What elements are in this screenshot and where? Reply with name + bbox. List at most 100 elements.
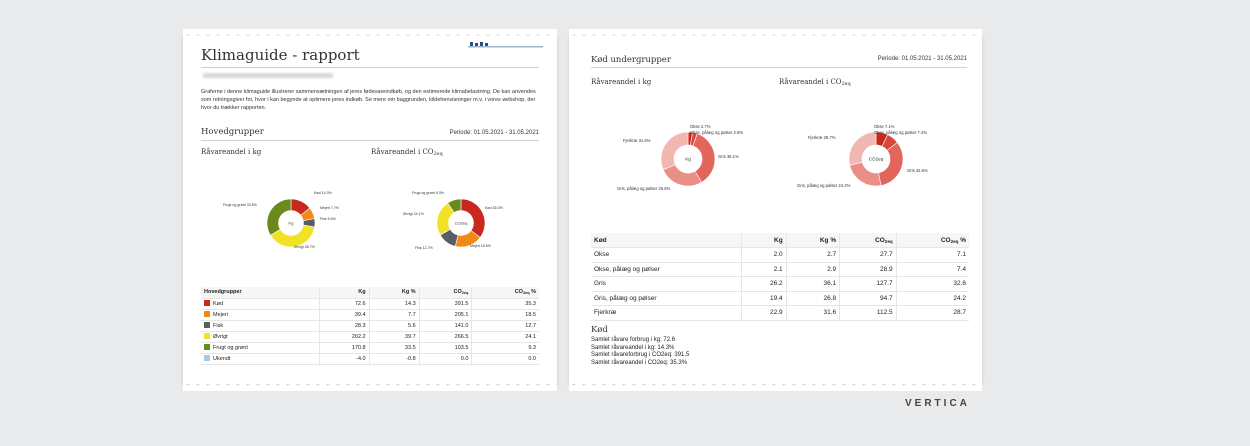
cell-kg: 39.4 xyxy=(318,309,370,321)
torn-edge-top xyxy=(183,29,557,37)
row-name-cell: Frugt og grønt xyxy=(201,342,319,354)
table-row: Okse, pålæg og pølser 2.1 2.9 28.9 7.4 xyxy=(591,262,969,277)
title-divider xyxy=(591,67,967,68)
cell-kg: 72.6 xyxy=(318,298,370,310)
label-gris: Gris 36.1% xyxy=(718,154,739,159)
cell-kg: 28.3 xyxy=(318,320,370,332)
cell-co2: 27.7 xyxy=(839,247,897,263)
donut-slice-frugt-og-grønt xyxy=(447,198,462,214)
cell-kgp: 7.7 xyxy=(368,309,420,321)
label-ovrigt: Øvrigt 38.7% xyxy=(294,245,315,249)
table-row: Fisk 28.3 5.6 141.0 12.7 xyxy=(201,320,539,332)
cell-kgp: 36.1 xyxy=(785,276,840,292)
summary-line: Samlet råvare forbrug i kg: 72.6 xyxy=(591,337,676,343)
col-header: Kg xyxy=(740,233,787,248)
summary-title: Kød xyxy=(591,325,608,335)
table-header-row: Hovedgrupper Kg Kg % CO2eq CO2eq % xyxy=(201,287,539,299)
chart-co2-title: Råvareandel i CO2eq xyxy=(371,148,443,157)
label-co2-mejeri: Mejeri 18.5% xyxy=(470,244,491,248)
brand-logo-graphic xyxy=(468,42,543,48)
row-name-cell: Okse xyxy=(591,247,741,263)
label-co2-okse: Okse 7.1% xyxy=(874,124,895,129)
label-fisk: Fisk 5.6% xyxy=(320,217,336,221)
cell-kgp: 2.7 xyxy=(785,247,840,263)
cell-kgp: 33.5 xyxy=(368,342,420,354)
col-header: Kg xyxy=(318,287,370,299)
legend-swatch xyxy=(204,311,210,317)
cell-co2p: 28.7 xyxy=(895,305,969,321)
vertica-logo: VERTICA xyxy=(905,398,970,409)
row-name-cell: Øvrigt xyxy=(201,331,319,343)
label-gris-paalaeg: Gris, pålæg og pølser 26.8% xyxy=(617,186,671,191)
period-label: Periode: 01.05.2021 - 31.05.2021 xyxy=(449,130,539,136)
legend-swatch xyxy=(204,322,210,328)
blurred-customer-name xyxy=(203,73,333,78)
cell-kgp: 26.8 xyxy=(785,291,840,306)
table-row: Frugt og grønt 170.8 33.5 103.5 9.3 xyxy=(201,342,539,354)
chart-kg-title: Råvareandel i kg xyxy=(591,78,652,86)
cell-co2p: 35.3 xyxy=(471,298,539,310)
brand-logo xyxy=(468,36,543,48)
cell-co2p: 12.7 xyxy=(471,320,539,332)
label-okse: Okse 2.7% xyxy=(690,124,711,129)
cell-kg: 202.2 xyxy=(318,331,370,343)
page-title: Kød undergrupper xyxy=(591,55,671,65)
label-mejeri: Mejeri 7.7% xyxy=(320,206,339,210)
donut-center-label: Kg xyxy=(289,221,294,226)
chart-co2-title-sub: 2eq xyxy=(841,81,851,87)
table-row: Mejeri 39.4 7.7 205.1 18.5 xyxy=(201,309,539,321)
cell-kgp: 14.3 xyxy=(368,298,420,310)
cell-co2p: 24.2 xyxy=(895,291,969,306)
row-name: Fjerkræ xyxy=(594,309,617,317)
row-name: Gris xyxy=(594,280,606,288)
chart-co2-title-main: Råvareandel i CO xyxy=(371,148,434,156)
col-header: Kg % xyxy=(368,287,420,299)
donut-slice-frugt-og-grønt xyxy=(266,198,292,236)
cell-kg: 19.4 xyxy=(740,291,787,306)
row-name: Mejeri xyxy=(213,312,228,318)
main-groups-table: Hovedgrupper Kg Kg % CO2eq CO2eq % Kød 72… xyxy=(201,287,539,365)
chart-co2-title-main: Råvareandel i CO xyxy=(779,78,842,86)
legend-swatch xyxy=(204,355,210,361)
col-header: Hovedgrupper xyxy=(201,287,319,299)
row-name: Kød xyxy=(213,301,224,307)
row-name-cell: Fisk xyxy=(201,320,319,332)
cell-kgp: 39.7 xyxy=(368,331,420,343)
legend-swatch xyxy=(204,300,210,306)
cell-co2p: 0.0 xyxy=(471,353,539,365)
summary-line: Samlet råvareandel i kg: 14.3% xyxy=(591,344,675,351)
period-label: Periode: 01.05.2021 - 31.05.2021 xyxy=(877,56,967,62)
summary-list: Samlet råvare forbrug i kg: 72.6 Samlet … xyxy=(591,337,689,367)
donut-slice-gris-pålæg-og-pølser xyxy=(662,164,702,187)
cell-co2p: 7.4 xyxy=(895,262,969,277)
torn-edge-bottom xyxy=(183,383,557,391)
cell-kgp: 31.6 xyxy=(785,305,840,321)
donut-center-label: CO2eq xyxy=(869,157,884,162)
cell-kgp: 5.6 xyxy=(368,320,420,332)
donut-slice-fjerkræ xyxy=(848,131,877,166)
donut-chart-kod-co2: CO2eq xyxy=(848,131,904,187)
cell-co2: 127.7 xyxy=(839,276,897,292)
cell-kg: 22.9 xyxy=(740,305,787,321)
row-name-cell: Okse, pålæg og pølser xyxy=(591,262,741,277)
label-co2-fisk: Fisk 12.7% xyxy=(415,246,433,250)
row-name-cell: Ukendt xyxy=(201,353,319,365)
donut-slice-gris xyxy=(878,142,904,186)
table-row: Fjerkræ 22.9 31.6 112.5 28.7 xyxy=(591,305,969,321)
col-header: Kød xyxy=(591,233,741,248)
chart-kg-title: Råvareandel i kg xyxy=(201,148,262,156)
cell-co2: 266.5 xyxy=(418,331,472,343)
donut-slice-gris-pålæg-og-pølser xyxy=(849,161,882,187)
cell-co2: 205.1 xyxy=(418,309,472,321)
row-name: Fisk xyxy=(213,323,224,329)
label-fjerkrae: Fjerkræ 31.6% xyxy=(623,138,651,143)
cell-co2p: 9.3 xyxy=(471,342,539,354)
cell-kg: 2.1 xyxy=(740,262,787,277)
donut-chart-kod-kg: Kg xyxy=(660,131,716,187)
row-name-cell: Kød xyxy=(201,298,319,310)
legend-swatch xyxy=(204,333,210,339)
intro-text: Graferne i denne klimaguide illustrerer … xyxy=(201,89,536,111)
page-title: Klimaguide - rapport xyxy=(201,46,360,64)
col-header: CO2eq xyxy=(418,287,472,299)
torn-edge-top xyxy=(569,29,982,37)
